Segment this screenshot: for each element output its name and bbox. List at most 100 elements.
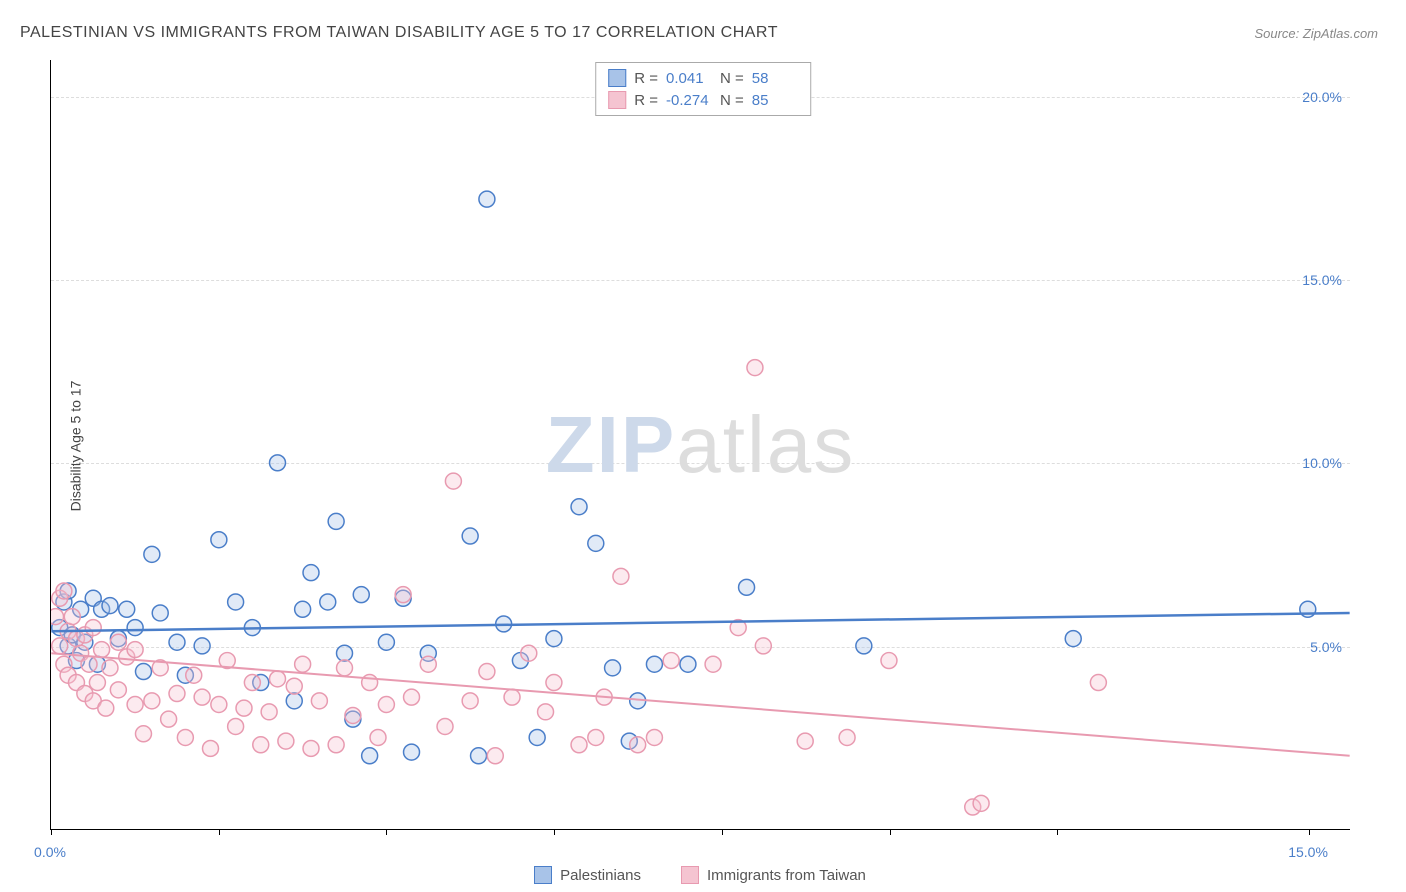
data-point (378, 634, 394, 650)
data-point (479, 191, 495, 207)
data-point (337, 645, 353, 661)
data-point (613, 568, 629, 584)
data-point (839, 729, 855, 745)
data-point (471, 748, 487, 764)
x-tick (722, 829, 723, 835)
data-point (110, 634, 126, 650)
legend-label-palestinians: Palestinians (560, 867, 641, 884)
data-point (646, 729, 662, 745)
data-point (203, 740, 219, 756)
data-point (194, 638, 210, 654)
data-point (437, 718, 453, 734)
data-point (521, 645, 537, 661)
data-point (228, 718, 244, 734)
x-tick-label: 0.0% (34, 844, 66, 860)
r-label: R = (634, 70, 658, 87)
x-tick (1057, 829, 1058, 835)
data-point (186, 667, 202, 683)
data-point (345, 707, 361, 723)
data-point (253, 737, 269, 753)
data-point (487, 748, 503, 764)
data-point (278, 733, 294, 749)
stats-row-taiwan: R = -0.274 N = 85 (608, 89, 798, 111)
data-point (303, 740, 319, 756)
stats-box: R = 0.041 N = 58 R = -0.274 N = 85 (595, 62, 811, 116)
data-point (420, 656, 436, 672)
data-point (135, 664, 151, 680)
data-point (546, 675, 562, 691)
data-point (630, 737, 646, 753)
x-tick (890, 829, 891, 835)
data-point (739, 579, 755, 595)
r-label: R = (634, 92, 658, 109)
data-point (127, 620, 143, 636)
x-tick (51, 829, 52, 835)
data-point (538, 704, 554, 720)
data-point (973, 795, 989, 811)
swatch-pink (608, 91, 626, 109)
legend: Palestinians Immigrants from Taiwan (50, 866, 1350, 884)
data-point (605, 660, 621, 676)
data-point (1065, 631, 1081, 647)
data-point (89, 675, 105, 691)
data-point (747, 360, 763, 376)
data-point (152, 605, 168, 621)
n-label: N = (720, 92, 744, 109)
data-point (94, 642, 110, 658)
data-point (81, 656, 97, 672)
data-point (144, 693, 160, 709)
data-point (362, 748, 378, 764)
data-point (244, 675, 260, 691)
r-value-taiwan: -0.274 (666, 92, 712, 109)
data-point (320, 594, 336, 610)
data-point (529, 729, 545, 745)
data-point (286, 693, 302, 709)
data-point (571, 499, 587, 515)
data-point (663, 653, 679, 669)
data-point (395, 587, 411, 603)
data-point (378, 697, 394, 713)
data-point (127, 642, 143, 658)
data-point (169, 634, 185, 650)
data-point (56, 583, 72, 599)
x-tick-label: 15.0% (1288, 844, 1328, 860)
data-point (404, 744, 420, 760)
data-point (337, 660, 353, 676)
data-point (797, 733, 813, 749)
data-point (102, 598, 118, 614)
data-point (1090, 675, 1106, 691)
data-point (588, 535, 604, 551)
legend-label-taiwan: Immigrants from Taiwan (707, 867, 866, 884)
data-point (705, 656, 721, 672)
x-tick (386, 829, 387, 835)
data-point (110, 682, 126, 698)
data-point (328, 737, 344, 753)
data-point (169, 686, 185, 702)
data-point (571, 737, 587, 753)
data-point (462, 528, 478, 544)
x-tick (1309, 829, 1310, 835)
data-point (261, 704, 277, 720)
data-point (211, 532, 227, 548)
data-point (98, 700, 114, 716)
swatch-blue (534, 866, 552, 884)
data-point (404, 689, 420, 705)
chart-svg (51, 60, 1350, 829)
data-point (546, 631, 562, 647)
data-point (881, 653, 897, 669)
data-point (286, 678, 302, 694)
data-point (755, 638, 771, 654)
n-label: N = (720, 70, 744, 87)
data-point (270, 671, 286, 687)
data-point (102, 660, 118, 676)
data-point (353, 587, 369, 603)
chart-title: PALESTINIAN VS IMMIGRANTS FROM TAIWAN DI… (20, 24, 778, 42)
data-point (194, 689, 210, 705)
data-point (504, 689, 520, 705)
legend-item-taiwan: Immigrants from Taiwan (681, 866, 866, 884)
data-point (445, 473, 461, 489)
n-value-taiwan: 85 (752, 92, 798, 109)
data-point (64, 609, 80, 625)
data-point (303, 565, 319, 581)
data-point (856, 638, 872, 654)
